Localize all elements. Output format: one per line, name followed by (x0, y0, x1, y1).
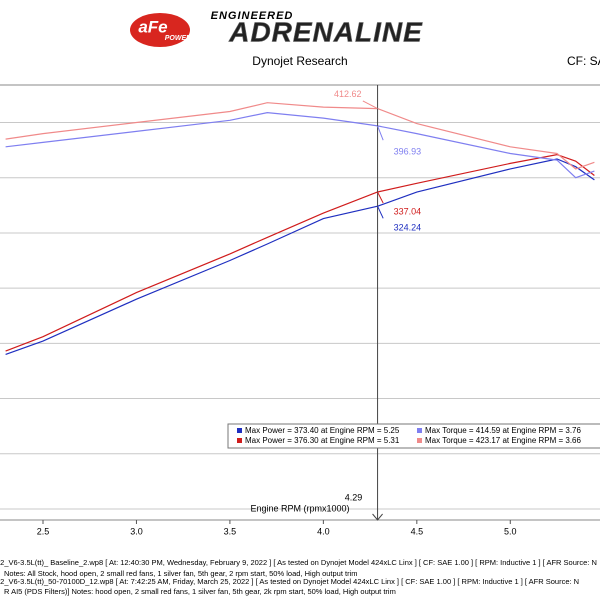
annotation-value: 337.04 (394, 206, 422, 216)
x-tick-label: 5.0 (504, 526, 517, 536)
footer: 22_V6-3.5L(tt)_ Baseline_2.wp8 [ At: 12:… (0, 558, 597, 596)
logo: aFe POWER ENGINEERED ADRENALINE (130, 10, 423, 48)
chart-subtitle: CF: SA (567, 54, 600, 68)
cursor-arrow (372, 513, 383, 521)
plot-area (0, 84, 600, 521)
legend-swatch (237, 428, 242, 433)
brand: ADRENALINE (228, 16, 423, 47)
chart-title: Dynojet Research (252, 54, 347, 68)
legend-swatch (417, 438, 422, 443)
annotation-value: 396.93 (394, 146, 422, 156)
x-tick-label: 4.5 (411, 526, 424, 536)
lines (5, 102, 595, 355)
footer-line: 22_V6-3.5L(tt)_50-70100D_12.wp8 [ At: 7:… (0, 577, 579, 586)
x-axis-label: Engine RPM (rpmx1000) (250, 503, 349, 513)
series-line (5, 111, 595, 179)
annotation-pointer (362, 100, 378, 110)
logo-text: aFe (138, 17, 167, 36)
footer-line: Notes: All Stock, hood open, 2 small red… (4, 569, 358, 578)
legend: Max Power = 373.40 at Engine RPM = 5.25M… (227, 423, 600, 449)
legend-label: Max Torque = 414.59 at Engine RPM = 3.76 (425, 426, 582, 435)
legend-label: Max Power = 376.30 at Engine RPM = 5.31 (245, 436, 400, 445)
annotation-pointer (377, 125, 384, 141)
cursor-label: 4.29 (345, 492, 363, 502)
grid (0, 122, 600, 510)
x-tick-label: 3.0 (130, 526, 143, 536)
annotation-value: 412.62 (334, 89, 362, 99)
x-tick-label: 2.5 (37, 526, 50, 536)
legend-box (227, 423, 600, 449)
legend-label: Max Torque = 423.17 at Engine RPM = 3.66 (425, 436, 582, 445)
footer-line: 22_V6-3.5L(tt)_ Baseline_2.wp8 [ At: 12:… (0, 558, 597, 567)
legend-swatch (417, 428, 422, 433)
x-tick-label: 4.0 (317, 526, 330, 536)
series-line (5, 158, 595, 355)
tagline: ENGINEERED (211, 10, 294, 22)
legend-swatch (237, 438, 242, 443)
footer-line: R AI5 (PDS Filters)] Notes: hood open, 2… (4, 587, 396, 596)
x-axis: 2.5 3.0 3.5 4.0 4.5 5.0 (37, 520, 517, 536)
series-line (5, 102, 595, 170)
logo-badge (130, 13, 190, 47)
x-tick-label: 3.5 (224, 526, 237, 536)
annotation-value: 324.24 (394, 223, 422, 233)
annotation-pointer (377, 191, 384, 204)
logo-sub: POWER (165, 35, 191, 42)
annotation-pointer (377, 205, 384, 219)
legend-label: Max Power = 373.40 at Engine RPM = 5.25 (245, 426, 400, 435)
